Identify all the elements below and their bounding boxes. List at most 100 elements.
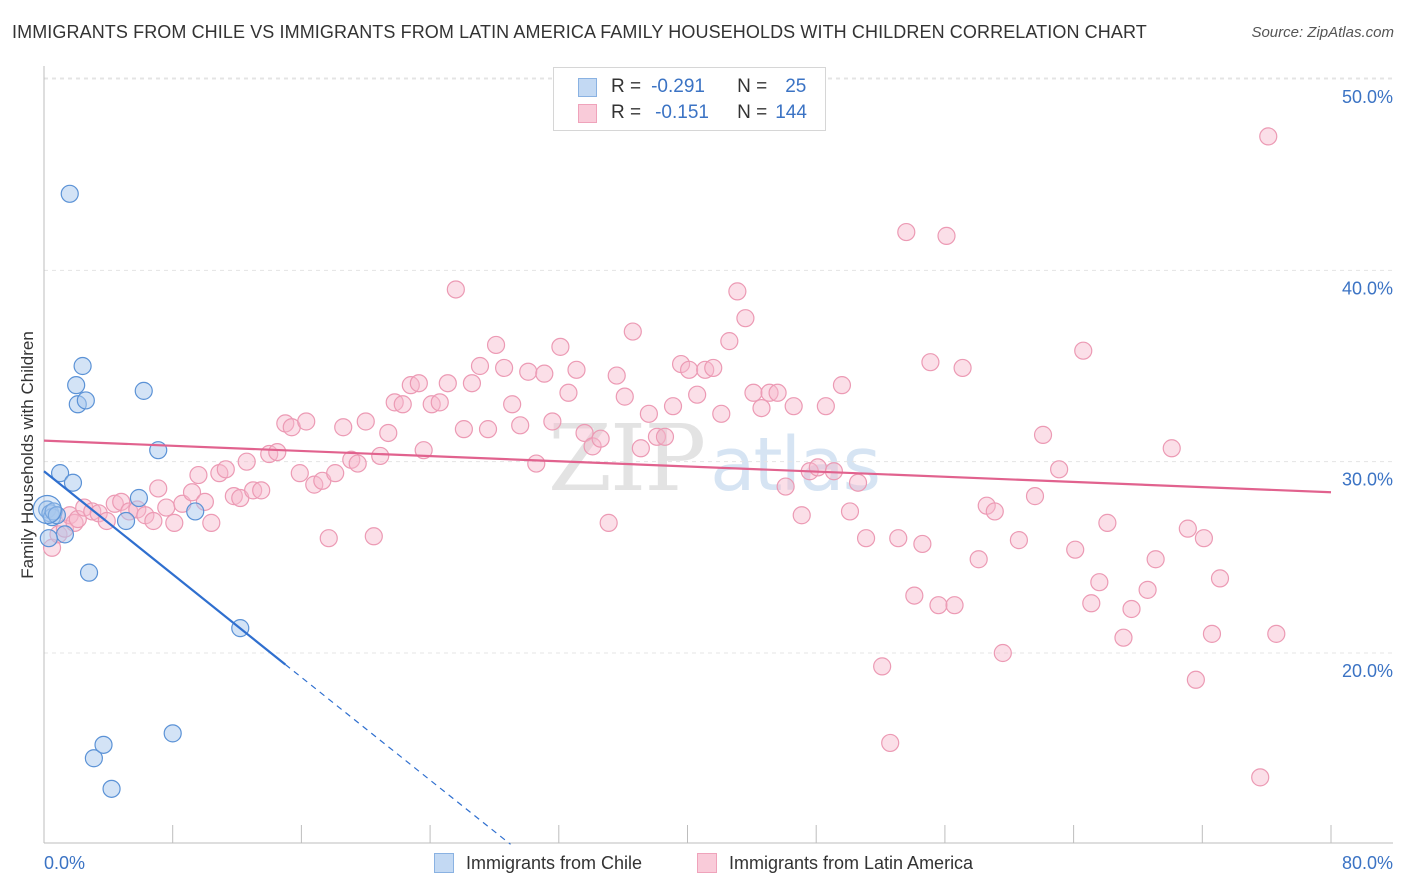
latam-point <box>953 358 972 378</box>
latam-point <box>105 494 124 513</box>
latam-point <box>639 404 658 423</box>
chile-point <box>94 735 113 754</box>
latam-point <box>567 360 586 379</box>
latam-point <box>379 423 398 443</box>
latam-point <box>1194 529 1214 548</box>
latam-point <box>470 356 490 376</box>
latam-point <box>559 383 578 402</box>
latam-point <box>1178 519 1197 538</box>
latam-point <box>873 657 892 676</box>
latam-point <box>631 439 650 458</box>
latam-point <box>688 385 707 404</box>
latam-point <box>290 464 309 483</box>
latam-point <box>165 513 184 532</box>
latam-point <box>511 416 530 435</box>
latam-point <box>1033 425 1053 444</box>
latam-point <box>856 529 876 548</box>
legend-r-label: R = <box>611 76 642 97</box>
legend-r-label: R = <box>611 102 642 123</box>
chile-point <box>63 473 83 492</box>
latam-point <box>252 481 271 500</box>
bottom-legend-chile: Immigrants from Chile <box>434 851 642 875</box>
latam-point <box>1066 540 1085 559</box>
latam-point <box>848 473 868 492</box>
latam-point <box>937 226 956 245</box>
chile-point <box>73 356 92 376</box>
latam-point <box>905 586 924 605</box>
chile-point-cluster <box>32 494 62 525</box>
latam-point <box>1162 439 1181 458</box>
latam-point <box>446 280 465 299</box>
latam-point <box>237 452 256 471</box>
latam-point <box>752 398 771 418</box>
latam-point <box>663 397 683 416</box>
watermark: ZIPatlas <box>548 405 881 512</box>
x-tick-label: 80.0% <box>1342 853 1393 873</box>
latam-point <box>430 393 449 412</box>
latam-point <box>615 387 634 406</box>
latam-point <box>889 529 908 548</box>
latam-point <box>409 374 428 393</box>
chile-point <box>102 779 121 798</box>
latam-point <box>1025 487 1045 506</box>
latam-point <box>1210 569 1230 588</box>
trend-lines <box>43 439 1332 845</box>
latam-point <box>969 550 988 569</box>
latam-point <box>1098 513 1117 532</box>
latam-point <box>921 353 940 372</box>
bottom-legend-swatch-chile <box>434 853 454 873</box>
latam-point <box>1267 624 1286 643</box>
latam-point <box>680 360 699 379</box>
legend-n-value: 144 <box>775 102 807 123</box>
chile-point <box>163 724 182 743</box>
latam-point <box>202 513 221 532</box>
latam-point <box>144 511 163 531</box>
chile-trend-extension <box>284 664 511 845</box>
latam-point <box>1138 580 1157 599</box>
chile-point <box>39 529 58 548</box>
latam-point <box>371 446 390 466</box>
latam-point <box>189 465 208 485</box>
latam-point <box>527 454 546 473</box>
legend-n-value: 25 <box>785 76 807 97</box>
latam-point <box>607 366 626 385</box>
latam-point <box>1122 599 1141 619</box>
latam-point <box>68 509 87 529</box>
legend-r-value: -0.291 <box>651 76 705 97</box>
chile-point <box>129 488 149 508</box>
chile-point <box>50 464 70 483</box>
latam-point <box>1009 531 1029 550</box>
x-tick-label: 0.0% <box>44 853 85 873</box>
latam-point <box>591 429 610 448</box>
chile-trend-line <box>43 470 287 666</box>
legend-swatch-latam <box>578 103 597 123</box>
correlation-legend: R = -0.291 N = 25 R = -0.151 N = 144 <box>553 67 826 131</box>
latam-point <box>216 460 235 479</box>
y-tick-label: 40.0% <box>1342 278 1393 298</box>
latam-point <box>326 464 345 483</box>
legend-n-label: N = <box>737 76 768 97</box>
chart-source: Source: ZipAtlas.com <box>1251 24 1394 41</box>
latam-point <box>319 529 338 548</box>
bottom-legend-latam: Immigrants from Latin America <box>697 851 973 875</box>
latam-point <box>993 643 1012 663</box>
latam-point <box>1186 670 1205 689</box>
latam-point <box>157 498 176 517</box>
latam-point <box>503 395 522 414</box>
y-tick-label: 20.0% <box>1342 661 1393 681</box>
latam-point <box>985 502 1004 521</box>
latam-point <box>945 596 964 615</box>
chile-point <box>134 381 153 400</box>
latam-point <box>736 309 755 328</box>
latam-point <box>438 374 457 393</box>
latam-point <box>224 487 243 506</box>
latam-point <box>414 441 433 460</box>
latam-point <box>519 362 538 381</box>
chile-point <box>79 563 99 582</box>
latam-point <box>832 376 852 395</box>
latam-trend-line <box>43 439 1332 494</box>
y-tick-label: 30.0% <box>1342 470 1393 490</box>
tick-labels: 20.0% 30.0% 40.0% 50.0% 0.0% 80.0% <box>44 87 1393 873</box>
chile-point <box>186 502 205 521</box>
latam-point <box>655 427 675 446</box>
